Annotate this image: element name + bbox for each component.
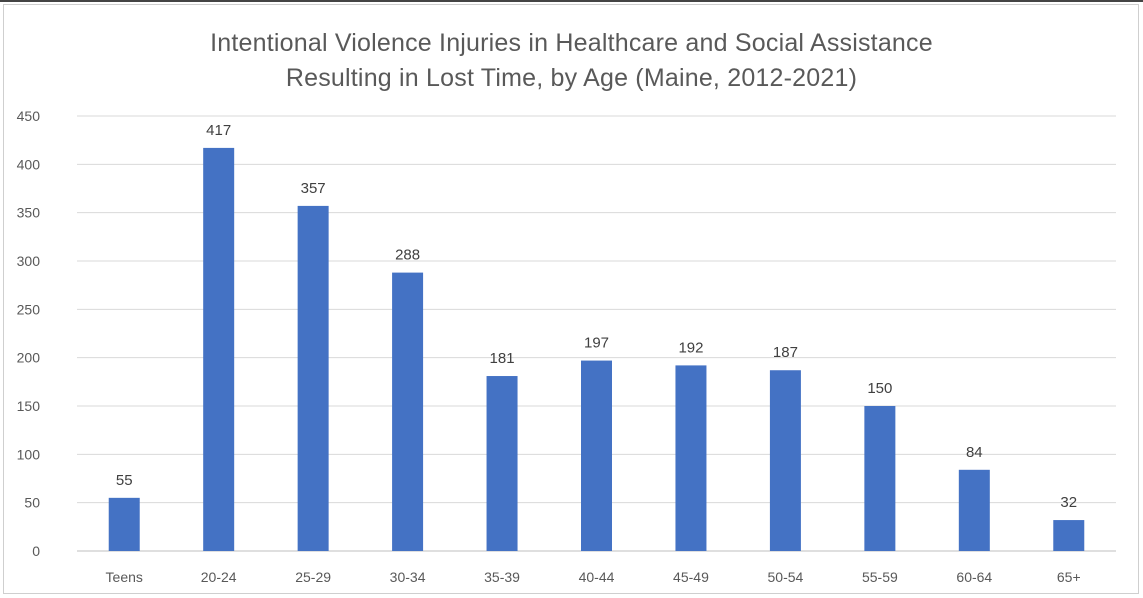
- chart-title-line-1: Intentional Violence Injuries in Healthc…: [210, 29, 933, 57]
- x-tick-label: 60-64: [956, 569, 992, 585]
- x-tick-label: 55-59: [862, 569, 898, 585]
- bar-30-34: [392, 272, 424, 551]
- y-tick-label: 400: [17, 156, 41, 172]
- bar-Teens: [108, 497, 140, 551]
- data-labels-group: 55 417 357 288 181 197 192 187 150 84 32: [116, 122, 1077, 511]
- y-tick-label: 300: [17, 253, 41, 269]
- data-label: 197: [584, 335, 609, 352]
- y-tick-label: 100: [17, 446, 41, 462]
- bar-55-59: [864, 406, 896, 551]
- data-label: 417: [206, 122, 231, 139]
- data-label: 187: [773, 344, 798, 361]
- chart-title: Intentional Violence Injuries in Healthc…: [0, 26, 1143, 96]
- bar-35-39: [486, 376, 518, 551]
- x-tick-label: 25-29: [295, 569, 331, 585]
- data-label: 150: [867, 380, 892, 397]
- y-tick-label: 50: [24, 495, 40, 511]
- x-tick-label: 35-39: [484, 569, 520, 585]
- bar-20-24: [203, 147, 235, 551]
- x-tick-label: 20-24: [201, 569, 237, 585]
- y-tick-label: 0: [32, 543, 40, 559]
- y-axis-ticks-group: 0 50 100 150 200 250 300 350 400 450: [17, 108, 41, 559]
- chart-frame: [3, 4, 1139, 594]
- data-label: 181: [490, 350, 515, 367]
- y-tick-label: 150: [17, 398, 41, 414]
- x-tick-label: 45-49: [673, 569, 709, 585]
- x-tick-label: 50-54: [768, 569, 804, 585]
- top-border-rule: [0, 0, 1143, 2]
- data-label: 84: [966, 444, 983, 461]
- bar-65+: [1053, 520, 1085, 551]
- data-label: 288: [395, 247, 420, 264]
- bar-60-64: [958, 469, 990, 551]
- y-tick-label: 450: [17, 108, 41, 124]
- bar-50-54: [769, 370, 801, 551]
- bar-40-44: [581, 360, 612, 551]
- y-tick-label: 200: [17, 350, 41, 366]
- y-tick-label: 350: [17, 205, 41, 221]
- bars-group: [108, 147, 1085, 551]
- x-tick-label: 65+: [1057, 569, 1081, 585]
- data-label: 32: [1060, 494, 1077, 511]
- data-label: 55: [116, 472, 133, 489]
- x-tick-label: 40-44: [579, 569, 615, 585]
- bar-25-29: [297, 205, 329, 551]
- x-tick-label: Teens: [106, 569, 143, 585]
- data-label: 357: [301, 180, 326, 197]
- bar-45-49: [675, 365, 707, 551]
- x-tick-label: 30-34: [390, 569, 426, 585]
- x-axis-ticks-group: Teens 20-24 25-29 30-34 35-39 40-44 45-49 50-54…: [106, 569, 1081, 585]
- chart-title-line-2: Resulting in Lost Time, by Age (Maine, 2…: [285, 64, 858, 92]
- data-label: 192: [678, 339, 703, 356]
- y-tick-label: 250: [17, 301, 41, 317]
